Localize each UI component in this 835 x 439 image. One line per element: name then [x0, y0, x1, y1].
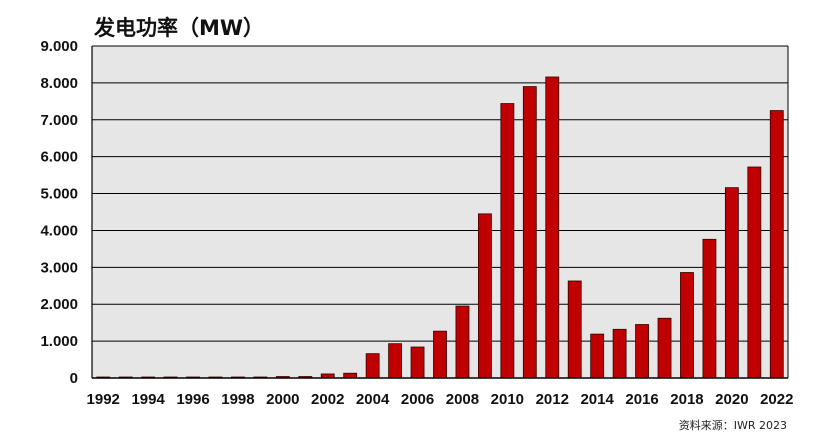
- y-tick-label: 8.000: [40, 75, 78, 92]
- bar-2021: [747, 166, 762, 379]
- y-tick-label: 2.000: [40, 296, 78, 313]
- y-tick-label: 5.000: [40, 186, 78, 203]
- y-tick-label: 9.000: [40, 38, 78, 55]
- y-tick-label: 1.000: [40, 333, 78, 350]
- chart-title: 发电功率（MW）: [93, 16, 264, 40]
- y-tick-label: 6.000: [40, 149, 78, 166]
- y-tick-label: 3.000: [40, 259, 78, 276]
- x-tick-label: 2008: [446, 391, 479, 408]
- x-tick-label: 2014: [580, 391, 614, 408]
- x-tick-label: 2002: [311, 391, 344, 408]
- x-tick-label: 2016: [625, 391, 658, 408]
- bar-2017: [657, 317, 672, 379]
- x-tick-label: 2012: [536, 391, 569, 408]
- bar-2015: [612, 328, 627, 379]
- x-tick-label: 2018: [670, 391, 703, 408]
- bar-2013: [567, 280, 582, 379]
- x-axis-tick-labels: 1992 1994 1996 1998 2000 2002 2004 2006 2008 2010…: [87, 391, 794, 408]
- x-tick-label: 2000: [266, 391, 299, 408]
- x-tick-label: 1994: [131, 391, 165, 408]
- bar-2006: [410, 346, 425, 379]
- y-axis-tick-labels: 0 1.000 2.000 3.000 4.000 5.000 6.000 7.000 8.00…: [40, 38, 78, 387]
- x-tick-label: 1996: [176, 391, 209, 408]
- bar-2014: [590, 333, 605, 379]
- bar-2019: [702, 238, 717, 379]
- bar-2011: [522, 86, 537, 379]
- gridlines: [92, 45, 788, 342]
- bar-2007: [433, 330, 447, 379]
- bars: [96, 76, 784, 379]
- bar-2009: [477, 213, 492, 379]
- x-tick-label: 2006: [401, 391, 434, 408]
- x-tick-label: 2010: [491, 391, 524, 408]
- y-tick-label: 7.000: [40, 112, 78, 129]
- x-tick-label: 2022: [760, 391, 793, 408]
- bar-2012: [545, 76, 560, 379]
- bar-2022: [769, 110, 784, 379]
- x-tick-label: 1998: [221, 391, 254, 408]
- plot-area: [92, 46, 788, 378]
- x-tick-label: 1992: [87, 391, 120, 408]
- bar-2018: [680, 272, 694, 379]
- bar-2016: [635, 324, 649, 379]
- bar-2008: [455, 305, 470, 379]
- x-tick-label: 2004: [356, 391, 390, 408]
- bar-2005: [388, 343, 403, 379]
- y-tick-label: 4.000: [40, 222, 78, 239]
- bar-2004: [365, 353, 380, 379]
- x-tick-label: 2020: [715, 391, 748, 408]
- y-tick-label: 0: [70, 370, 78, 387]
- bar-2020: [724, 187, 739, 379]
- bar-2010: [500, 103, 515, 379]
- source-note: 资料来源：IWR 2023: [679, 418, 787, 432]
- axes: [91, 46, 789, 379]
